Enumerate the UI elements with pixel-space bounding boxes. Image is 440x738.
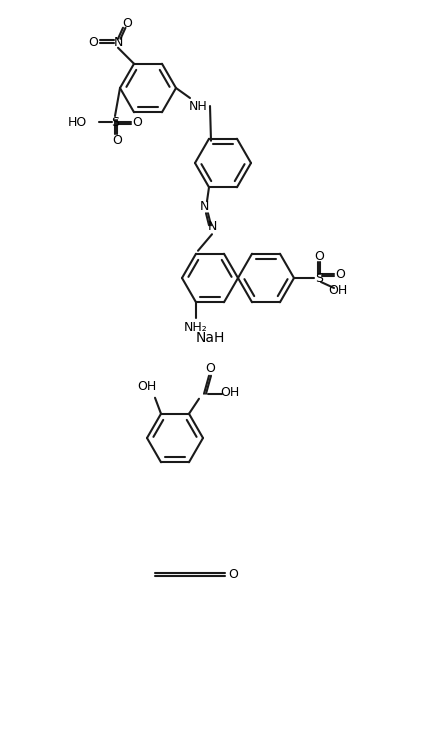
- Text: O: O: [132, 117, 142, 129]
- Text: O: O: [112, 134, 122, 147]
- Text: OH: OH: [220, 386, 240, 399]
- Text: S: S: [111, 116, 119, 128]
- Text: OH: OH: [137, 380, 157, 393]
- Text: O: O: [314, 249, 324, 263]
- Text: NH₂: NH₂: [184, 321, 208, 334]
- Text: N: N: [114, 36, 123, 49]
- Text: O: O: [205, 362, 215, 375]
- Text: O: O: [122, 17, 132, 30]
- Text: N: N: [207, 220, 216, 232]
- Text: O: O: [228, 568, 238, 581]
- Text: O: O: [335, 269, 345, 281]
- Text: OH: OH: [328, 285, 348, 297]
- Text: O: O: [88, 36, 98, 49]
- Text: NH: NH: [189, 100, 207, 112]
- Text: S: S: [315, 272, 323, 285]
- Text: N: N: [199, 200, 209, 213]
- Text: HO: HO: [68, 116, 87, 128]
- Text: NaH: NaH: [195, 331, 225, 345]
